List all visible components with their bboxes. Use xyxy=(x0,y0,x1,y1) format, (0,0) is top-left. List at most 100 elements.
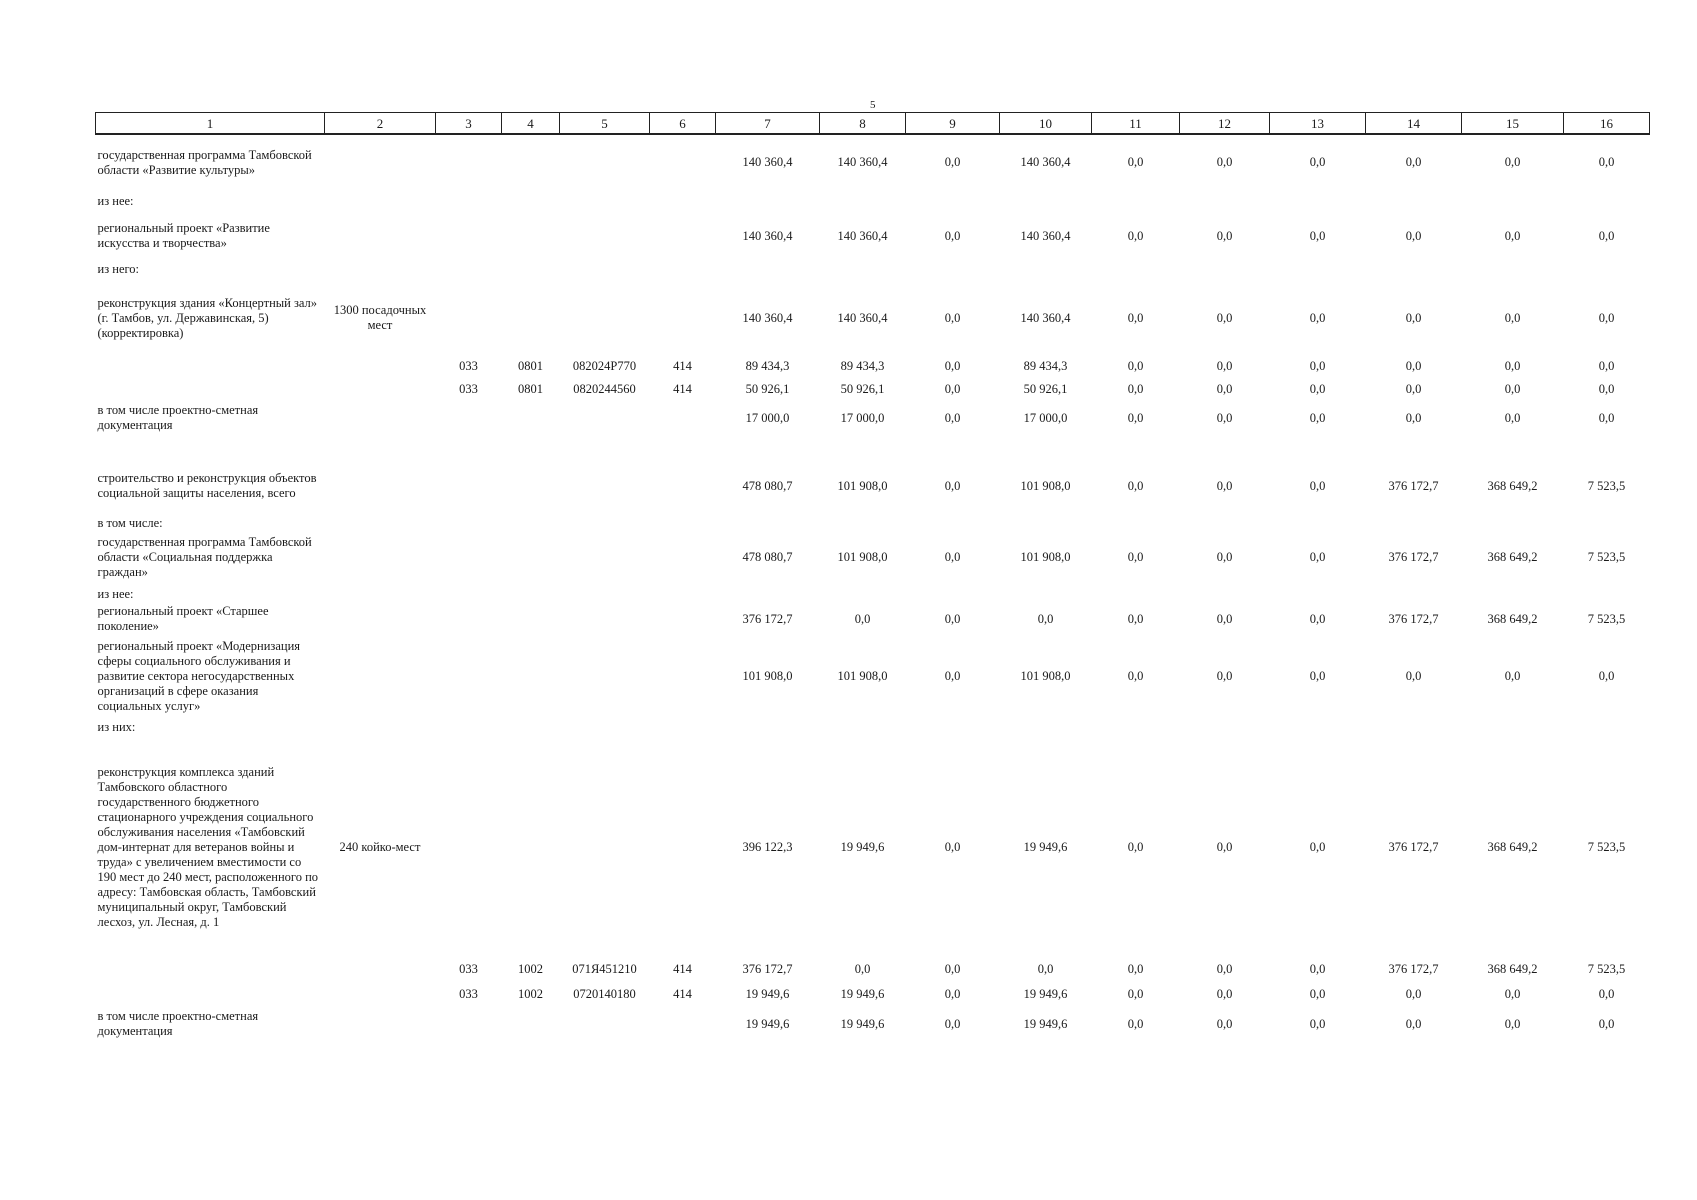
table-cell-col-8: 89 434,3 xyxy=(840,358,885,373)
table-cell-col-6 xyxy=(650,1006,716,1042)
table-cell-col-15: 368 649,2 xyxy=(1487,961,1538,976)
column-header-8: 8 xyxy=(819,112,906,135)
table-cell-col-13: 0,0 xyxy=(1309,310,1326,325)
table-cell-col-16 xyxy=(1564,436,1650,460)
table-row: региональный проект «Развитие искусства … xyxy=(96,214,1650,258)
table-cell-col-3 xyxy=(436,602,502,636)
table-row: 033 0801 0820244560 414 50 926,1 50 926,1 0,0 5… xyxy=(96,378,1650,400)
table-cell-col-14: 0,0 xyxy=(1405,155,1422,169)
table-cell-col-13: 0,0 xyxy=(1309,478,1326,493)
table-cell-col-6 xyxy=(650,602,716,636)
table-cell-col-9: 0,0 xyxy=(944,668,961,683)
column-header-10: 10 xyxy=(999,112,1092,135)
table-cell-col-13: 0,0 xyxy=(1309,961,1326,976)
table-cell-col-15 xyxy=(1462,190,1564,214)
table-cell-col-11: 0,0 xyxy=(1127,381,1144,396)
table-cell-col-12: 0,0 xyxy=(1216,1016,1233,1031)
table-cell-col-9: 0,0 xyxy=(944,358,961,373)
table-cell-col-9: 0,0 xyxy=(944,961,961,976)
capacity-cell xyxy=(325,636,436,716)
table-cell-col-9: 0,0 xyxy=(944,1016,961,1031)
table-cell-col-3 xyxy=(436,583,502,602)
table-cell-col-6 xyxy=(650,400,716,436)
table-cell-col-9: 0,0 xyxy=(944,611,961,626)
table-cell-col-8: 17 000,0 xyxy=(840,410,885,425)
table-cell-col-10: 19 949,6 xyxy=(1023,839,1068,854)
table-cell-col-6: 414 xyxy=(673,961,692,976)
table-cell-col-9: 0,0 xyxy=(944,549,961,564)
table-cell-col-15: 368 649,2 xyxy=(1487,839,1538,854)
table-cell-col-14: 376 172,7 xyxy=(1388,961,1439,976)
table-cell-col-4 xyxy=(502,583,560,602)
table-cell-col-5 xyxy=(560,602,650,636)
table-cell-col-10 xyxy=(1000,436,1092,460)
table-cell-col-14: 376 172,7 xyxy=(1388,549,1439,564)
table-cell-col-12: 0,0 xyxy=(1216,358,1233,373)
table-cell-col-3 xyxy=(436,190,502,214)
table-cell-col-13: 0,0 xyxy=(1309,381,1326,396)
table-cell-col-5 xyxy=(560,512,650,531)
table-cell-col-15: 0,0 xyxy=(1504,410,1521,425)
table-cell-col-14 xyxy=(1366,512,1462,531)
table-cell-col-9: 0,0 xyxy=(944,155,961,169)
column-header-12: 12 xyxy=(1179,112,1270,135)
table-cell-col-5: 0820244560 xyxy=(573,381,636,396)
table-cell-col-3: 033 xyxy=(459,986,478,1001)
row-name-cell: региональный проект «Старшее поколение» xyxy=(97,604,269,633)
table-cell-col-12: 0,0 xyxy=(1216,839,1233,854)
row-name-cell: государственная программа Тамбовской обл… xyxy=(97,534,312,579)
table-cell-col-10: 19 949,6 xyxy=(1023,986,1068,1001)
table-cell-col-6 xyxy=(650,531,716,583)
table-cell-col-15: 0,0 xyxy=(1504,986,1521,1001)
table-cell-col-16: 7 523,5 xyxy=(1587,549,1626,564)
table-cell-col-12 xyxy=(1180,436,1270,460)
table-cell-col-4 xyxy=(502,716,560,738)
table-cell-col-10: 0,0 xyxy=(1037,611,1054,626)
column-header-9: 9 xyxy=(905,112,1000,135)
table-cell-col-8: 101 908,0 xyxy=(837,668,888,683)
capacity-cell xyxy=(325,378,436,400)
table-cell-col-3: 033 xyxy=(459,381,478,396)
table-cell-col-9 xyxy=(906,190,1000,214)
row-name-cell: реконструкция здания «Концертный зал» (г… xyxy=(97,295,318,340)
table-cell-col-10: 0,0 xyxy=(1037,961,1054,976)
table-cell-col-7: 140 360,4 xyxy=(742,310,793,325)
table-cell-col-6: 414 xyxy=(673,986,692,1001)
table-cell-col-4: 0801 xyxy=(518,381,543,396)
table-cell-col-4 xyxy=(502,190,560,214)
table-cell-col-8: 0,0 xyxy=(854,961,871,976)
table-cell-col-5 xyxy=(560,190,650,214)
table-cell-col-11: 0,0 xyxy=(1127,611,1144,626)
table-cell-col-9 xyxy=(906,436,1000,460)
column-header-5: 5 xyxy=(559,112,650,135)
table-cell-col-10: 140 360,4 xyxy=(1020,155,1071,169)
capacity-cell xyxy=(325,531,436,583)
table-cell-col-5 xyxy=(560,583,650,602)
table-cell-col-8: 140 360,4 xyxy=(837,155,888,169)
table-cell-col-13 xyxy=(1270,258,1366,282)
table-cell-col-11 xyxy=(1092,436,1180,460)
table-cell-col-9: 0,0 xyxy=(944,478,961,493)
row-name-cell: реконструкция комплекса зданий Тамбовско… xyxy=(97,764,319,929)
table-cell-col-10 xyxy=(1000,258,1092,282)
table-subheading-row: из него: xyxy=(96,258,1650,282)
table-subheading-row: из них: xyxy=(96,716,1650,738)
table-cell-col-14: 0,0 xyxy=(1405,410,1422,425)
table-cell-col-13: 0,0 xyxy=(1309,549,1326,564)
table-cell-col-14: 376 172,7 xyxy=(1388,839,1439,854)
table-cell-col-9: 0,0 xyxy=(944,310,961,325)
row-name-cell: в том числе проектно-сметная документаци… xyxy=(97,403,259,432)
table-row: государственная программа Тамбовской обл… xyxy=(96,531,1650,583)
table-cell-col-14 xyxy=(1366,436,1462,460)
row-name-cell xyxy=(96,378,325,400)
table-cell-col-11: 0,0 xyxy=(1127,839,1144,854)
table-cell-col-7: 17 000,0 xyxy=(745,410,790,425)
capacity-cell xyxy=(325,214,436,258)
table-cell-col-3 xyxy=(436,738,502,956)
table-cell-col-10 xyxy=(1000,190,1092,214)
table-cell-col-7: 376 172,7 xyxy=(742,611,793,626)
table-cell-col-15: 0,0 xyxy=(1504,1016,1521,1031)
capacity-cell xyxy=(325,400,436,436)
table-cell-col-15: 0,0 xyxy=(1504,310,1521,325)
table-cell-col-15: 0,0 xyxy=(1504,668,1521,683)
